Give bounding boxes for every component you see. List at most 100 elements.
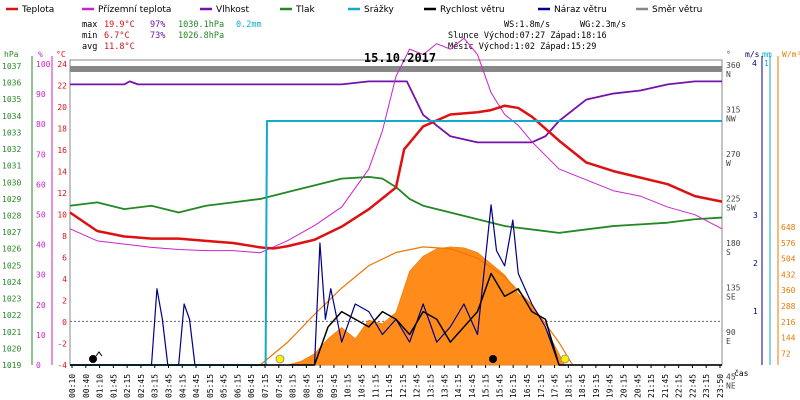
pressure-tick-label: 1025	[2, 261, 21, 270]
direction-cardinal-label: E	[726, 337, 731, 346]
solar-tick-label: 432	[781, 270, 796, 279]
pressure-tick-label: 1037	[2, 62, 21, 71]
x-tick-label: 17:45	[551, 374, 560, 398]
x-tick-label: 03:45	[165, 374, 174, 398]
x-tick-label: 13:45	[440, 374, 449, 398]
x-tick-label: 22:15	[675, 374, 684, 398]
chart-legend: Teplota Přízemní teplota Vlhkost Tlak Srážky…	[6, 5, 702, 15]
solar-tick-label: 216	[781, 318, 796, 327]
humidity-tick-label: 30	[36, 271, 46, 280]
rain-top-label: 1	[764, 59, 769, 68]
unit-deg: °C	[56, 50, 66, 59]
x-tick-label: 01:45	[109, 374, 118, 398]
temperature-tick-label: 12	[57, 189, 67, 198]
humidity-tick-label: 40	[36, 241, 46, 250]
pressure-tick-label: 1019	[2, 361, 21, 370]
stat-avg-temp: 11.8°C	[104, 42, 135, 52]
x-tick-label: 06:45	[247, 374, 256, 398]
wind-gust-line	[70, 204, 722, 366]
solar-tick-label: 648	[781, 223, 796, 232]
humidity-tick-label: 50	[36, 211, 46, 220]
pressure-tick-label: 1033	[2, 128, 21, 137]
temperature-tick-label: 4	[62, 275, 67, 284]
legend-entry: Vlhkost	[216, 5, 249, 15]
stat-min-label: min	[82, 31, 97, 41]
temperature-tick-label: 20	[57, 103, 67, 112]
temperature-tick-label: 6	[62, 254, 67, 263]
stat-sun: Slunce Východ:07:27 Západ:18:16	[448, 31, 607, 41]
unit-pct: %	[38, 50, 43, 59]
humidity-tick-label: 10	[36, 331, 46, 340]
humidity-tick-label: 70	[36, 150, 46, 159]
temperature-tick-label: 22	[57, 82, 67, 91]
direction-cardinal-label: SW	[726, 204, 736, 213]
x-tick-label: 12:15	[399, 374, 408, 398]
x-tick-label: 16:45	[523, 374, 532, 398]
grid	[70, 66, 722, 322]
unit-ms: m/s	[745, 50, 760, 59]
pressure-tick-label: 1029	[2, 195, 21, 204]
solar-tick-label: 72	[781, 349, 791, 358]
humidity-tick-label: 20	[36, 301, 46, 310]
x-tick-label: 14:15	[454, 374, 463, 398]
direction-cardinal-label: NE	[726, 382, 736, 391]
x-tick-label: 14:45	[468, 374, 477, 398]
x-tick-label: 07:15	[261, 374, 270, 398]
humidity-tick-label: 100	[36, 60, 51, 69]
stat-max-hum: 97%	[150, 20, 165, 30]
direction-tick-label: 90	[726, 328, 736, 337]
humidity-tick-label: 80	[36, 120, 46, 129]
solar-tick-label: 360	[781, 286, 796, 295]
x-tick-label: 18:15	[564, 374, 573, 398]
stat-avg-label: avg	[82, 42, 97, 52]
moonset-icon	[489, 355, 497, 363]
x-axis-label: čas	[734, 368, 749, 378]
direction-tick-label: 270	[726, 150, 741, 159]
direction-tick-label: 135	[726, 284, 741, 293]
x-tick-label: 12:45	[413, 374, 422, 398]
pressure-tick-label: 1034	[2, 112, 21, 121]
direction-tick-label: 360	[726, 61, 741, 70]
stat-min-hum: 73%	[150, 31, 165, 41]
x-tick-label: 23:50	[716, 374, 725, 398]
stat-min-press: 1026.8hPa	[178, 31, 224, 41]
wind-tick-label: 1	[753, 307, 758, 316]
x-tick-label: 11:15	[371, 374, 380, 398]
x-tick-label: 00:40	[82, 374, 91, 398]
x-tick-label: 23:15	[702, 374, 711, 398]
legend-entry: Tlak	[295, 5, 316, 15]
x-tick-label: 08:15	[289, 374, 298, 398]
chart-title: 15.10.2017	[364, 51, 436, 65]
unit-hpa: hPa	[4, 50, 19, 59]
wind-speed-line	[70, 272, 722, 366]
wind-top-label: 4	[752, 59, 757, 68]
direction-cardinal-label: N	[726, 70, 731, 79]
pressure-tick-label: 1031	[2, 162, 21, 171]
x-tick-label: 19:45	[606, 374, 615, 398]
legend-entry: Rychlost větru	[440, 5, 505, 15]
pressure-tick-label: 1021	[2, 328, 21, 337]
temperature-tick-label: 0	[62, 318, 67, 327]
temperature-tick-label: 18	[57, 125, 67, 134]
x-tick-label: 15:15	[482, 374, 491, 398]
pressure-tick-label: 1027	[2, 228, 21, 237]
x-tick-label: 08:45	[302, 374, 311, 398]
stat-moon: Měsíc Východ:1:02 Západ:15:29	[448, 42, 596, 52]
moonrise-arrow-icon	[95, 351, 103, 357]
moonrise-icon	[89, 355, 97, 363]
pressure-tick-label: 1030	[2, 178, 21, 187]
direction-tick-label: 45	[726, 373, 736, 382]
temperature-line	[69, 104, 723, 250]
y-axes: 1037103610351034103310321031103010291028…	[2, 56, 796, 391]
direction-tick-label: 315	[726, 106, 741, 115]
stat-max-temp: 19.9°C	[104, 20, 135, 30]
x-tick-label: 15:45	[495, 374, 504, 398]
x-tick-label: 00:10	[68, 374, 77, 398]
pressure-tick-label: 1035	[2, 95, 21, 104]
pressure-tick-label: 1023	[2, 295, 21, 304]
stat-max-label: max	[82, 20, 97, 30]
x-tick-label: 05:45	[220, 374, 229, 398]
x-tick-label: 07:45	[275, 374, 284, 398]
x-tick-label: 20:45	[633, 374, 642, 398]
